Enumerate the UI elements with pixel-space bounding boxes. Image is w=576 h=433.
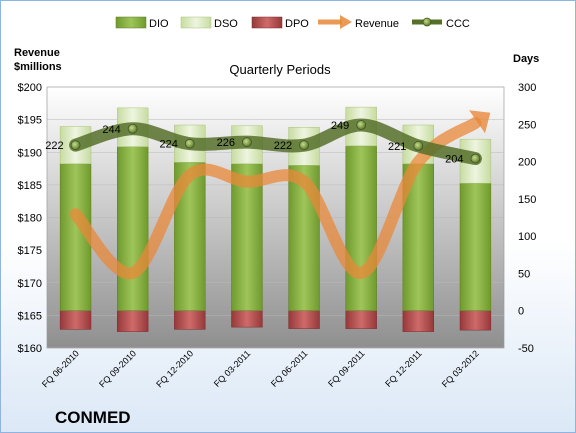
y-left-tick-label: $165 (18, 310, 42, 322)
y-right-tick-label: 250 (518, 119, 536, 131)
y-right-tick-label: 300 (518, 82, 536, 94)
revenue-line (69, 116, 482, 280)
x-tick-label: FQ 12-2010 (154, 348, 195, 389)
ccc-point (242, 137, 252, 148)
ccc-line (69, 118, 482, 166)
ccc-data-label: 222 (274, 140, 292, 152)
ccc-point (299, 140, 309, 151)
legend-swatch-ccc (412, 17, 442, 27)
revenue-arrowhead (469, 110, 491, 134)
ccc-data-label: 204 (445, 154, 463, 166)
revenue-series (69, 110, 491, 280)
ccc-data-label: 224 (159, 139, 177, 151)
chart-title: Quarterly Periods (229, 62, 331, 77)
y-left-ticks: $160 $165 $170 $175 $180 $185 $190 $195 $200 (18, 82, 42, 355)
bar-dio (459, 182, 492, 311)
ccc-point (356, 120, 367, 130)
bar-dpo (117, 310, 149, 332)
legend-swatch-dio (115, 16, 147, 29)
ccc-point (413, 141, 424, 151)
bar-dpo (231, 310, 263, 328)
y-left-tick-label: $190 (18, 147, 42, 159)
bar-dpo (345, 310, 377, 329)
ccc-data-label: 222 (45, 140, 63, 152)
x-axis-ticks: FQ 06-2010 FQ 09-2010 FQ 12-2010 FQ 03-2011… (40, 348, 481, 389)
bar-dpo (288, 310, 320, 329)
company-name: CONMED (55, 408, 131, 427)
bar-dpo (59, 310, 92, 330)
x-tick-label: FQ 06-2011 (269, 348, 310, 389)
y-right-tick-label: 50 (518, 268, 530, 280)
y-left-tick-label: $200 (18, 82, 42, 94)
bar-dio (117, 146, 149, 311)
y-right-tick-label: 100 (518, 231, 536, 243)
bar-dpo (402, 310, 434, 332)
y-right-ticks: -50 0 50 100 150 200 250 300 (518, 82, 536, 355)
bars (59, 106, 492, 332)
ccc-data-label: 249 (331, 120, 349, 132)
legend-label-dpo: DPO (285, 18, 309, 30)
ccc-point (127, 123, 138, 134)
y-left-tick-label: $175 (18, 245, 42, 257)
ccc-data-label: 226 (217, 137, 235, 149)
ccc-point (470, 153, 481, 164)
y-right-title: Days (513, 53, 539, 65)
bar-dio (231, 163, 263, 311)
x-tick-label: FQ 03-2011 (212, 348, 253, 389)
x-tick-label: FQ 09-2010 (97, 348, 138, 389)
legend-label-dio: DIO (149, 18, 169, 30)
y-right-tick-label: -50 (518, 343, 534, 355)
y-left-tick-label: $170 (18, 278, 42, 290)
y-left-tick-label: $180 (18, 213, 42, 225)
ccc-point (184, 138, 195, 149)
y-left-title-line2: $millions (14, 61, 62, 73)
legend-label-revenue: Revenue (355, 18, 399, 30)
y-left-tick-label: $160 (18, 343, 42, 355)
y-left-tick-label: $185 (18, 180, 42, 192)
x-tick-label: FQ 12-2011 (383, 348, 424, 389)
bar-dpo (174, 310, 206, 330)
bar-dio (345, 145, 377, 311)
y-left-title-line1: Revenue (14, 47, 60, 59)
legend-label-ccc: CCC (446, 18, 470, 30)
y-right-tick-label: 200 (518, 157, 536, 169)
y-right-tick-label: 0 (518, 306, 524, 318)
legend-swatch-revenue (318, 15, 352, 29)
ccc-series: 222 244 224 226 222 249 221 204 (45, 118, 482, 166)
bar-dpo (459, 310, 492, 331)
ccc-data-label: 221 (388, 141, 406, 153)
legend-swatch-dpo (251, 16, 283, 29)
x-tick-label: FQ 06-2010 (40, 348, 81, 389)
y-left-tick-label: $195 (18, 115, 42, 127)
legend-label-dso: DSO (214, 18, 238, 30)
legend: DIO DSO DPO Revenue CCC (115, 15, 470, 30)
x-tick-label: FQ 09-2011 (326, 348, 367, 389)
legend-swatch-dso (180, 16, 212, 29)
ccc-data-label: 244 (102, 124, 120, 136)
y-right-tick-label: 150 (518, 194, 536, 206)
x-tick-label: FQ 03-2012 (440, 348, 481, 389)
ccc-point (70, 140, 81, 151)
